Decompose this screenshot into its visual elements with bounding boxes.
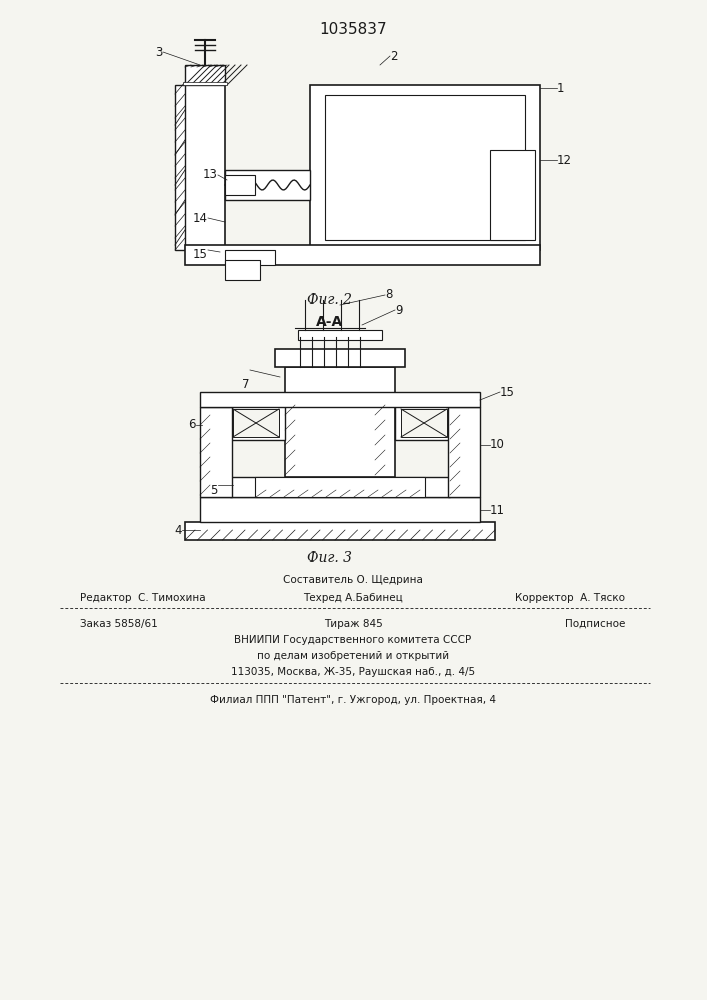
Bar <box>185 65 225 85</box>
Text: 5: 5 <box>211 484 218 496</box>
Bar <box>298 330 382 340</box>
Text: ВНИИПИ Государственного комитета СССР: ВНИИПИ Государственного комитета СССР <box>235 635 472 645</box>
Bar <box>395 405 450 440</box>
Bar <box>230 405 285 440</box>
Bar <box>325 95 525 240</box>
Text: 11: 11 <box>490 504 505 516</box>
Text: Фиг. 2: Фиг. 2 <box>308 293 353 307</box>
Text: 7: 7 <box>243 378 250 391</box>
Bar <box>275 349 405 367</box>
Text: А-А: А-А <box>316 315 344 329</box>
Bar <box>230 477 450 497</box>
Bar <box>185 245 540 265</box>
Bar <box>401 409 447 437</box>
Bar <box>183 82 227 85</box>
Bar <box>185 85 225 250</box>
Text: 1: 1 <box>557 82 564 95</box>
Text: Подписное: Подписное <box>565 619 625 629</box>
Text: 1035837: 1035837 <box>319 22 387 37</box>
Text: Тираж 845: Тираж 845 <box>324 619 382 629</box>
Text: 12: 12 <box>557 153 572 166</box>
Bar <box>490 150 535 240</box>
Text: 2: 2 <box>390 49 397 62</box>
Text: 6: 6 <box>189 418 196 432</box>
Bar <box>185 522 495 540</box>
Bar <box>175 85 185 250</box>
Text: 3: 3 <box>156 45 163 58</box>
Text: Техред А.Бабинец: Техред А.Бабинец <box>303 593 403 603</box>
Bar <box>225 250 275 265</box>
Bar <box>310 85 540 250</box>
Text: Составитель О. Щедрина: Составитель О. Щедрина <box>283 575 423 585</box>
Text: 15: 15 <box>193 248 208 261</box>
Text: 4: 4 <box>175 524 182 536</box>
Bar <box>233 409 279 437</box>
Text: 8: 8 <box>385 288 392 302</box>
Bar <box>200 392 480 407</box>
Bar <box>225 170 310 200</box>
Text: Филиал ППП "Патент", г. Ужгород, ул. Проектная, 4: Филиал ППП "Патент", г. Ужгород, ул. Про… <box>210 695 496 705</box>
Bar <box>448 407 480 497</box>
Text: Фиг. 3: Фиг. 3 <box>308 551 353 565</box>
Text: Корректор  А. Тяско: Корректор А. Тяско <box>515 593 625 603</box>
Bar <box>255 477 425 497</box>
Text: 13: 13 <box>203 168 218 182</box>
Bar <box>285 367 395 477</box>
Text: 9: 9 <box>395 304 402 316</box>
Text: 14: 14 <box>193 212 208 225</box>
Text: 15: 15 <box>500 385 515 398</box>
Text: 10: 10 <box>490 438 505 452</box>
Bar <box>200 497 480 522</box>
Text: Заказ 5858/61: Заказ 5858/61 <box>80 619 158 629</box>
Text: 113035, Москва, Ж-35, Раушская наб., д. 4/5: 113035, Москва, Ж-35, Раушская наб., д. … <box>231 667 475 677</box>
Bar <box>225 175 255 195</box>
Bar <box>225 260 260 280</box>
Text: Редактор  С. Тимохина: Редактор С. Тимохина <box>80 593 206 603</box>
Bar <box>200 407 232 497</box>
Text: по делам изобретений и открытий: по делам изобретений и открытий <box>257 651 449 661</box>
